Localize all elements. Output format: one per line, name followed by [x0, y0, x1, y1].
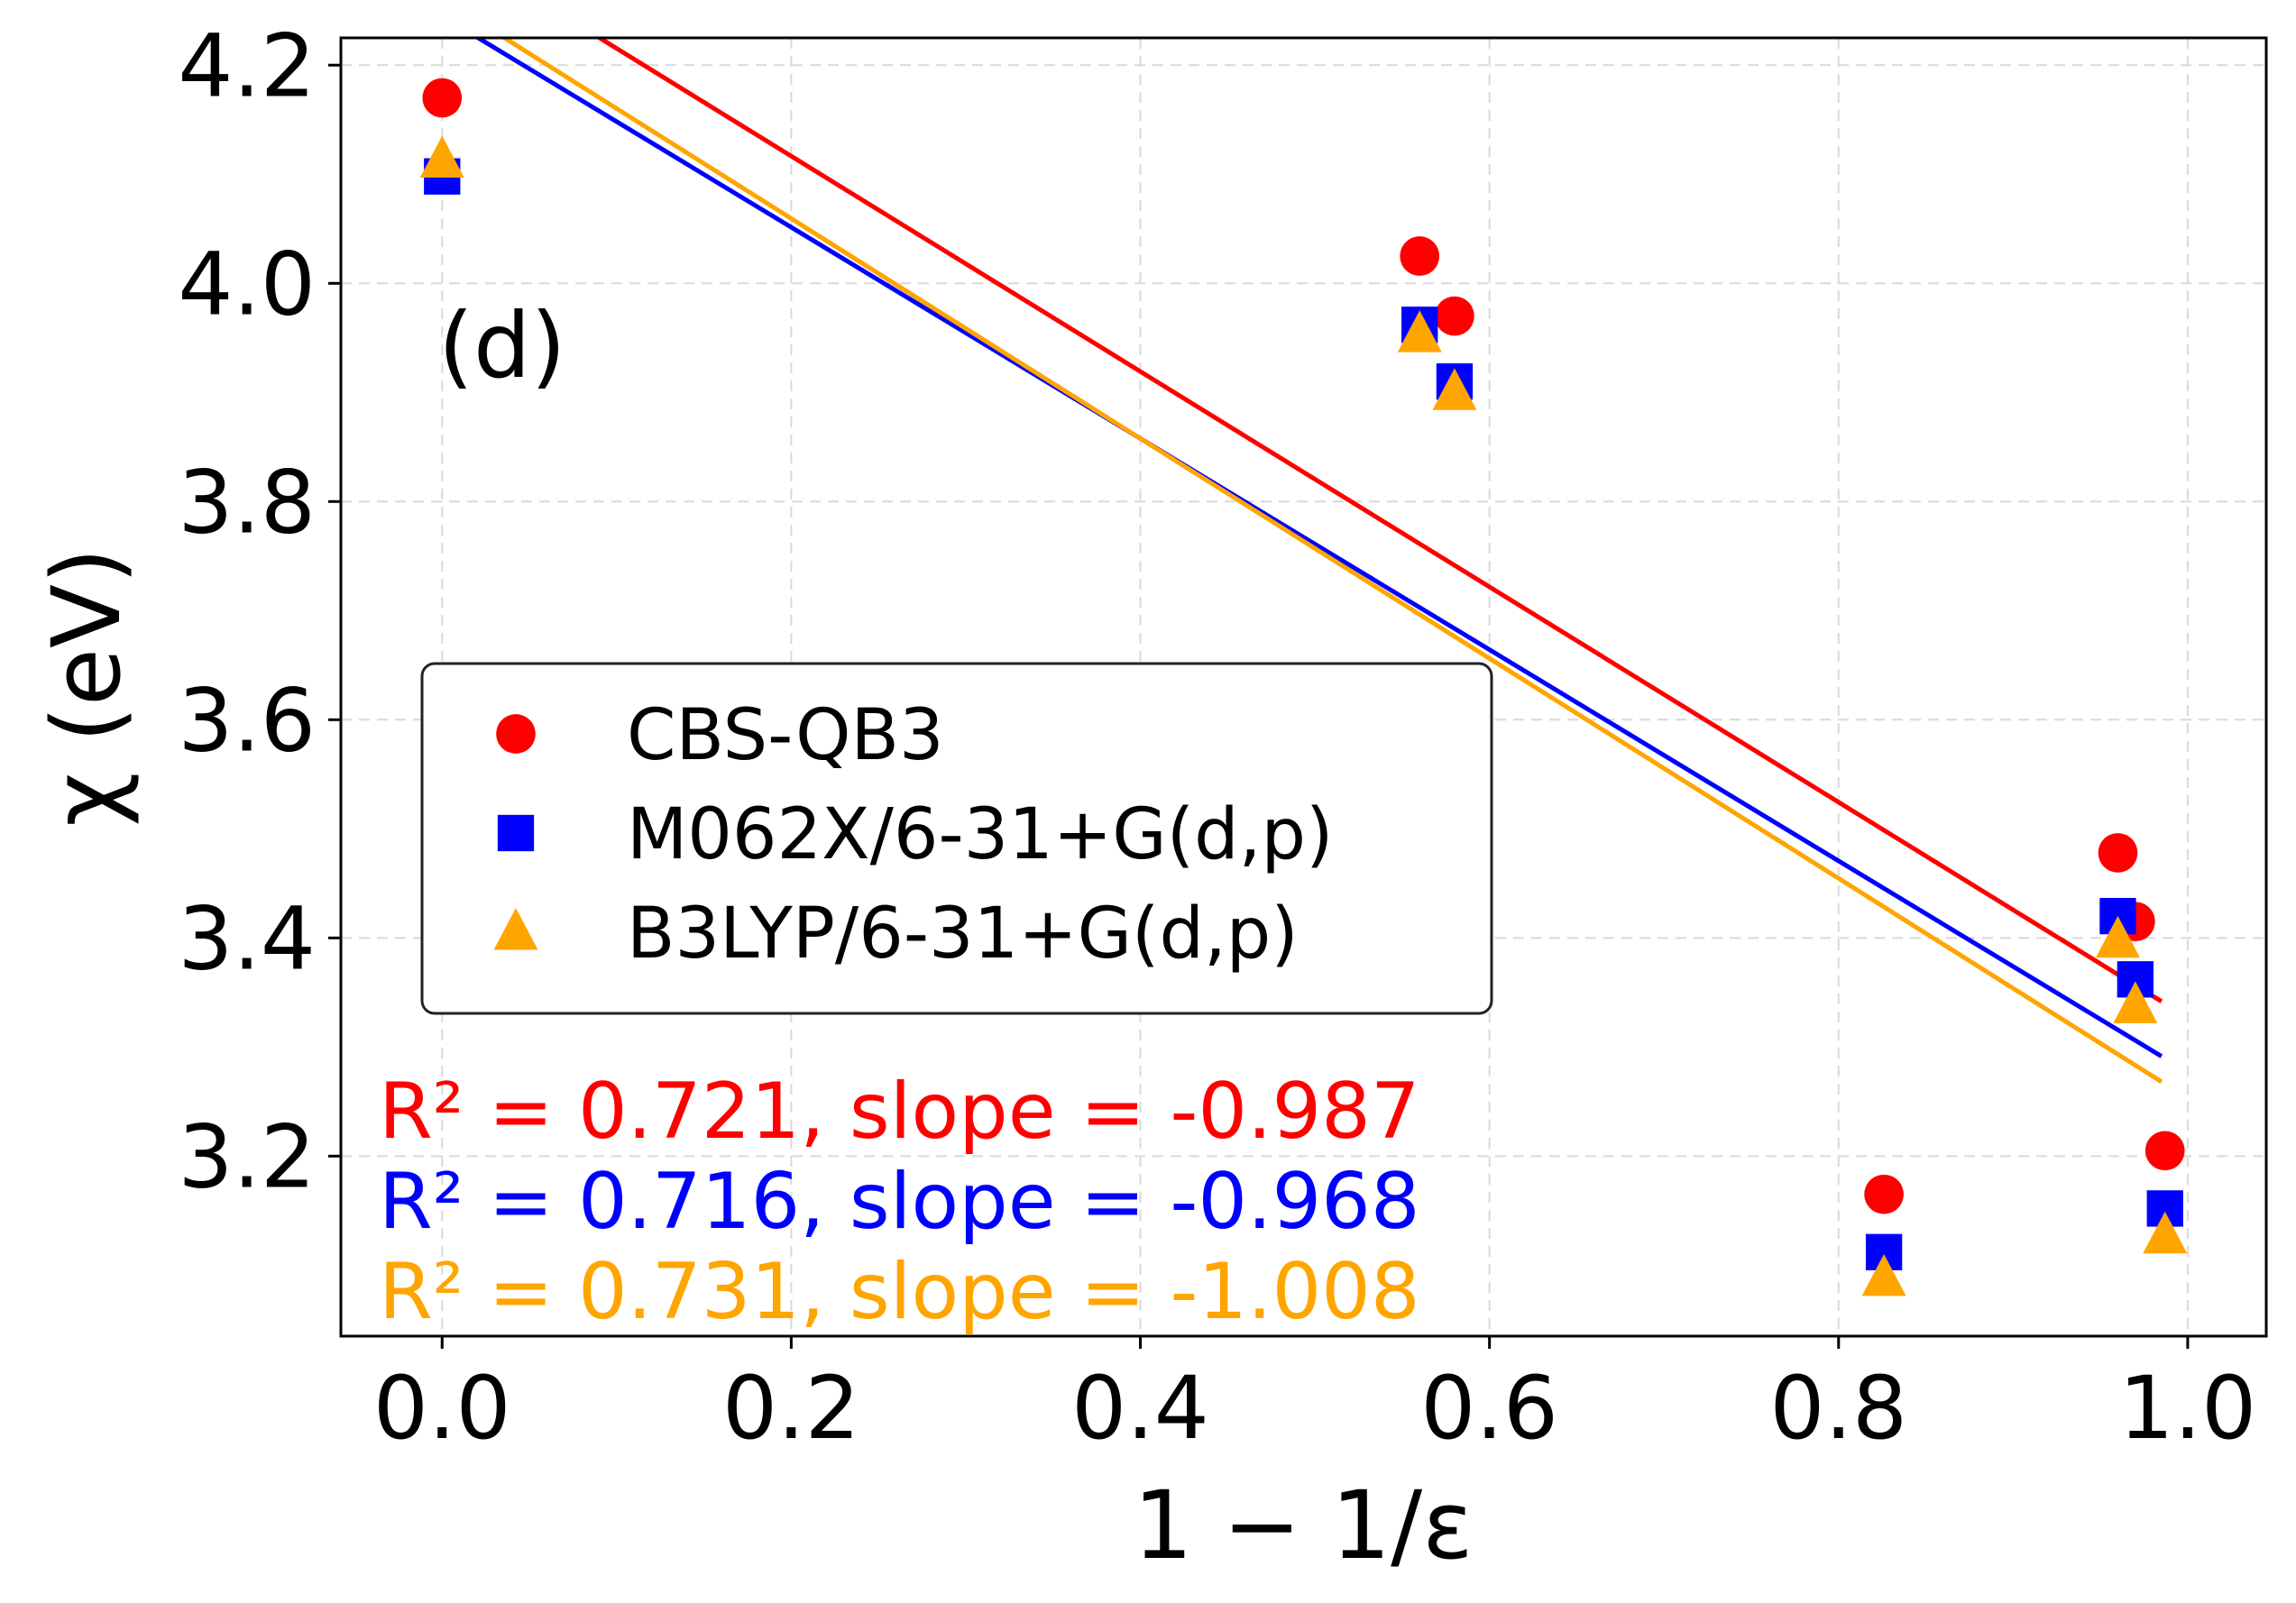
fit-stat-label: R² = 0.731, slope = -1.008 — [379, 1247, 1420, 1337]
y-tick-label: 3.6 — [178, 670, 316, 771]
x-tick-label: 0.6 — [1420, 1358, 1558, 1459]
data-point-circle — [1435, 296, 1474, 336]
legend-box — [420, 662, 1493, 1015]
data-point-triangle — [1397, 310, 1442, 353]
x-tick-label: 0.4 — [1071, 1358, 1209, 1459]
legend-marker-square — [497, 814, 535, 852]
data-point-triangle — [1861, 1253, 1906, 1296]
data-point-circle — [2144, 1131, 2185, 1171]
fit-line-square — [473, 38, 2163, 1058]
fit-line-triangle — [500, 38, 2163, 1085]
data-point-triangle — [2095, 915, 2140, 958]
data-point-circle — [1400, 236, 1440, 276]
data-point-circle — [422, 78, 463, 118]
y-tick-label: 3.2 — [178, 1106, 316, 1207]
x-tick-label: 0.8 — [1769, 1358, 1907, 1459]
fit-line-circle — [595, 38, 2163, 1003]
y-tick-label: 3.8 — [178, 452, 316, 553]
data-point-circle — [2098, 833, 2138, 873]
data-point-triangle — [1432, 368, 1477, 410]
y-tick-label: 4.2 — [178, 15, 316, 116]
plot-frame — [339, 36, 2268, 1338]
legend-label: CBS-QB3 — [627, 695, 944, 776]
y-tick-label: 3.4 — [178, 888, 316, 989]
legend-marker-circle — [496, 714, 536, 754]
x-axis-title: 1 − 1/ε — [1134, 1470, 1474, 1580]
data-point-circle — [1864, 1174, 1904, 1214]
data-markers — [419, 78, 2188, 1296]
axis-ticks: 0.0 0.2 0.4 0.6 0.8 1.0 3.2 3.4 3.6 3.8 4.0 4.2 — [178, 15, 2256, 1459]
data-point-triangle — [2143, 1211, 2188, 1254]
fit-stat-label: R² = 0.721, slope = -0.987 — [379, 1067, 1420, 1157]
data-point-triangle — [2113, 981, 2158, 1023]
y-axis-title: χ (eV) — [32, 547, 142, 826]
fit-stat-label: R² = 0.716, slope = -0.968 — [379, 1157, 1420, 1247]
legend-label: M062X/6-31+G(d,p) — [627, 794, 1333, 875]
legend-marker-triangle — [493, 908, 538, 950]
panel-label: (d) — [438, 293, 566, 398]
legend: CBS-QB3 M062X/6-31+G(d,p) B3LYP/6-31+G(d,p… — [420, 662, 1493, 1015]
legend-label: B3LYP/6-31+G(d,p) — [627, 893, 1299, 975]
fit-lines — [473, 38, 2163, 1085]
y-tick-label: 4.0 — [178, 234, 316, 334]
x-tick-label: 0.0 — [373, 1358, 511, 1459]
x-tick-label: 0.2 — [722, 1358, 860, 1459]
data-point-triangle — [419, 135, 464, 179]
x-tick-label: 1.0 — [2119, 1358, 2257, 1459]
